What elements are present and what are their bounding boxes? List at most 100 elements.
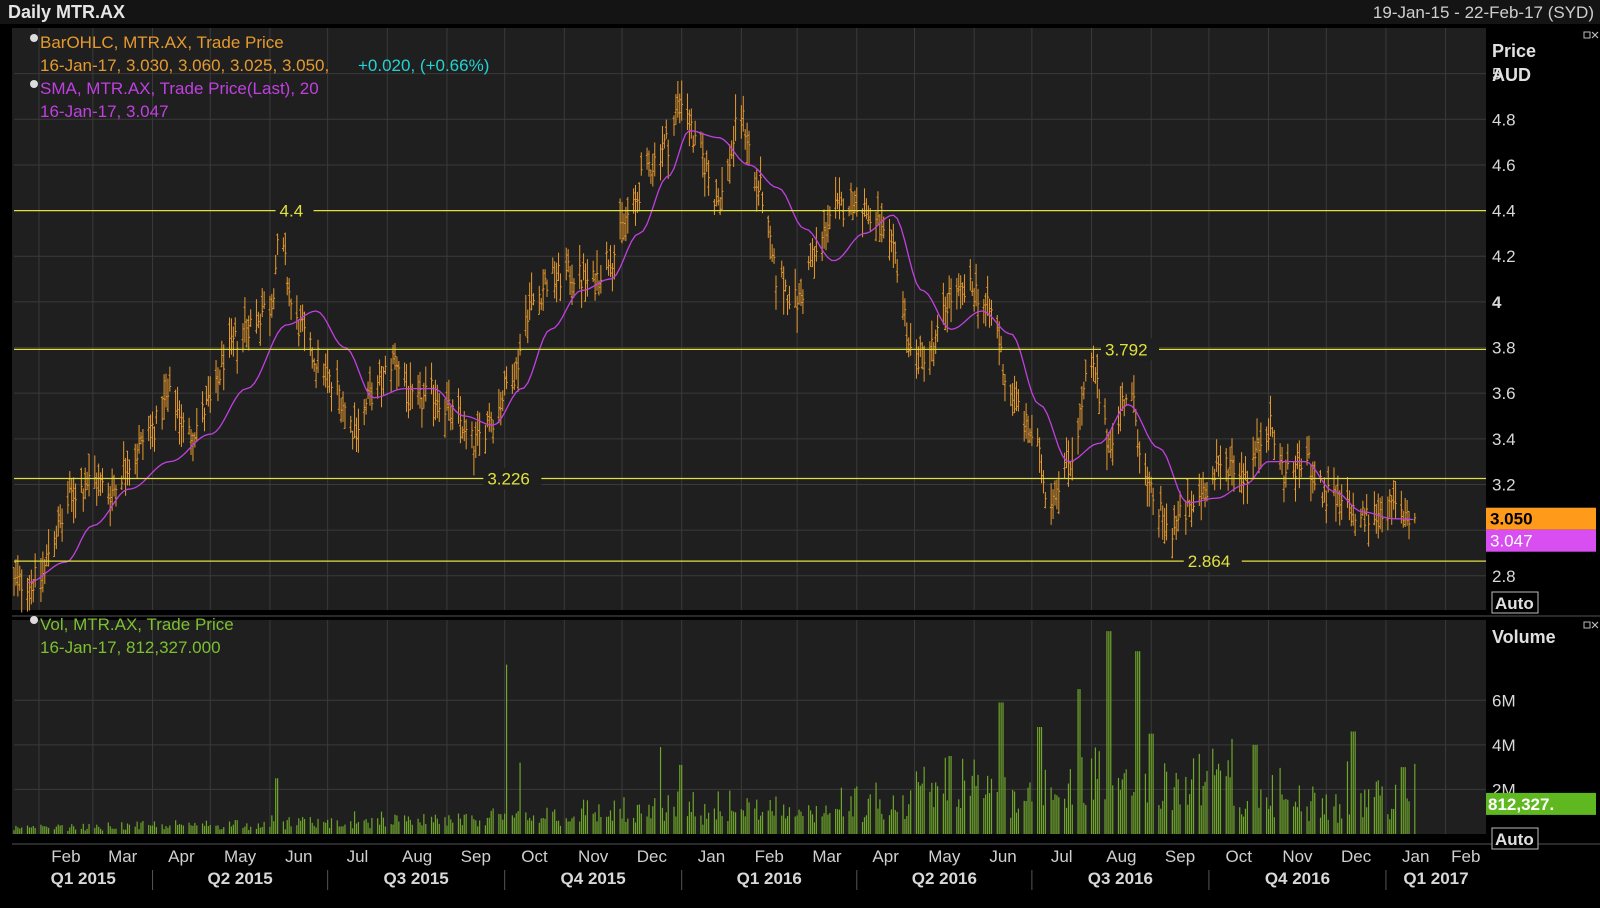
price-volume-chart[interactable]: Feb Mar Apr May Jun Jul Aug Sep Oct Nov Dec Jan Feb M… [0,24,1600,908]
ohlc-bar [376,375,379,399]
level-label-bg [275,199,314,222]
ohlc-bar [74,483,77,519]
month-tick-label: Feb [51,847,80,866]
ohlc-bar [162,374,166,420]
ohlc-bar [582,253,585,281]
ohlc-bar [295,295,299,330]
volume-bar [659,747,662,834]
volume-bar [1165,771,1168,834]
ohlc-bar [309,332,312,357]
volume-bar [706,818,708,834]
volume-bar [894,810,896,834]
volume-bar [1108,631,1110,834]
volume-bar [529,817,531,834]
volume-bar [444,817,446,834]
volume-bar [677,791,679,834]
volume-bar [1031,801,1033,834]
price-tick-label: 3.4 [1492,430,1516,449]
volume-bar [840,787,842,834]
volume-bar [313,825,315,834]
volume-bar [1002,702,1004,834]
volume-bar [44,826,46,834]
ohlc-bar [366,381,370,400]
ohlc-bar [974,263,978,307]
ohlc-bar [449,405,453,431]
ohlc-bar [512,362,516,391]
ohlc-bar [530,272,533,311]
volume-bar [977,774,979,834]
ohlc-bar [247,315,251,351]
volume-bar [1017,808,1020,834]
volume-bar [1352,731,1354,834]
volume-bar [338,826,340,834]
ohlc-bar [368,366,372,406]
volume-bar [734,812,737,834]
volume-bar [650,818,652,834]
ohlc-legend-marker[interactable] [30,34,38,42]
ohlc-bar [324,353,328,388]
volume-bar [1212,748,1214,834]
volume-bar [67,830,69,834]
ohlc-bar [1042,470,1045,494]
price-auto-button[interactable] [1491,591,1539,614]
volume-bar [1135,651,1137,834]
volume-bar [933,807,935,834]
volume-bar [1387,814,1389,834]
ohlc-bar [1282,475,1286,503]
volume-bar [425,824,427,834]
window-titlebar: Daily MTR.AX 19-Jan-15 - 22-Feb-17 (SYD) [0,0,1600,24]
ohlc-bar [580,279,583,308]
ohlc-bar [216,367,220,402]
month-tick-label: Aug [1106,847,1136,866]
ohlc-bar [262,291,266,310]
ohlc-bar [164,373,168,408]
volume-bar [1227,760,1229,834]
ohlc-bar [1265,426,1268,453]
ohlc-bar [836,192,839,210]
ohlc-bar [1111,423,1115,466]
ohlc-bar [205,385,208,405]
price-axis-title: Price [1492,41,1536,61]
volume-bar [350,821,352,834]
volume-legend-marker[interactable] [30,616,38,624]
ohlc-bar [922,345,926,382]
ohlc-bar [1163,508,1166,544]
ohlc-bar [659,144,662,181]
ohlc-bar [557,252,560,282]
volume-bar [26,825,29,834]
ohlc-bar [1009,384,1013,407]
volume-bar [1368,789,1370,834]
volume-bar [596,821,598,834]
ohlc-bar [1096,354,1099,399]
sma-legend-marker[interactable] [30,80,38,88]
volume-bar [906,816,908,834]
volume-bar [915,771,918,834]
ohlc-bar [378,359,381,386]
volume-bar [1085,805,1087,834]
volume-bar [875,782,877,834]
volume-bar [960,808,962,834]
volume-bar [1119,789,1122,834]
ohlc-bar [1321,492,1324,508]
volume-bar [111,828,113,834]
volume-bar [531,820,533,834]
volume-auto-button[interactable] [1491,827,1539,850]
panel-close-icon[interactable] [1591,621,1599,629]
panel-restore-icon[interactable] [1583,621,1591,629]
volume-bar [781,815,783,834]
volume-bar [261,826,263,834]
ohlc-legend-change: +0.020, (+0.66%) [358,56,490,75]
volume-bar [125,829,127,834]
ohlc-bar [622,213,626,241]
volume-bar [1204,781,1206,834]
ohlc-bar [995,314,999,339]
ohlc-bar [461,426,464,439]
panel-close-icon[interactable] [1591,31,1599,39]
ohlc-bar [276,233,279,256]
volume-bar [888,815,891,834]
volume-bar [798,809,800,834]
volume-bar [759,815,762,834]
volume-bar [1381,786,1383,834]
panel-restore-icon[interactable] [1583,31,1591,39]
volume-bar [365,819,367,834]
